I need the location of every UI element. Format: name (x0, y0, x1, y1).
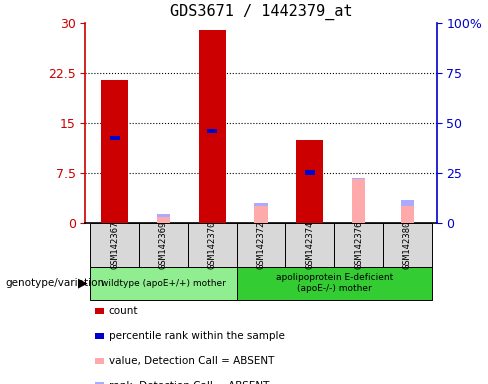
Text: count: count (109, 306, 138, 316)
Bar (401, 200, 414, 223)
Text: GSM142374: GSM142374 (305, 221, 314, 269)
Text: wildtype (apoE+/+) mother: wildtype (apoE+/+) mother (101, 279, 226, 288)
Text: apolipoprotein E-deficient
(apoE-/-) mother: apolipoprotein E-deficient (apoE-/-) mot… (276, 273, 393, 293)
Bar (110, 136, 120, 140)
Bar (207, 129, 217, 133)
Bar (157, 214, 170, 223)
Text: value, Detection Call = ABSENT: value, Detection Call = ABSENT (109, 356, 274, 366)
Text: GSM142376: GSM142376 (354, 221, 363, 269)
Text: genotype/variation: genotype/variation (5, 278, 104, 288)
Text: rank, Detection Call = ABSENT: rank, Detection Call = ABSENT (109, 381, 269, 384)
Text: GSM142367: GSM142367 (110, 221, 119, 269)
Bar (157, 217, 170, 223)
Text: GSM142372: GSM142372 (257, 221, 265, 269)
Bar (199, 30, 226, 223)
Bar (352, 178, 366, 223)
Bar (254, 203, 268, 223)
Text: GSM142369: GSM142369 (159, 221, 168, 269)
Title: GDS3671 / 1442379_at: GDS3671 / 1442379_at (170, 4, 352, 20)
Text: GSM142380: GSM142380 (403, 221, 412, 269)
Bar (305, 170, 315, 175)
Text: ▶: ▶ (78, 277, 88, 290)
Bar (401, 206, 414, 223)
Bar (254, 206, 268, 223)
Bar (352, 179, 366, 223)
Text: GSM142370: GSM142370 (208, 221, 217, 269)
Bar (297, 139, 324, 223)
Bar (102, 79, 128, 223)
Text: percentile rank within the sample: percentile rank within the sample (109, 331, 285, 341)
